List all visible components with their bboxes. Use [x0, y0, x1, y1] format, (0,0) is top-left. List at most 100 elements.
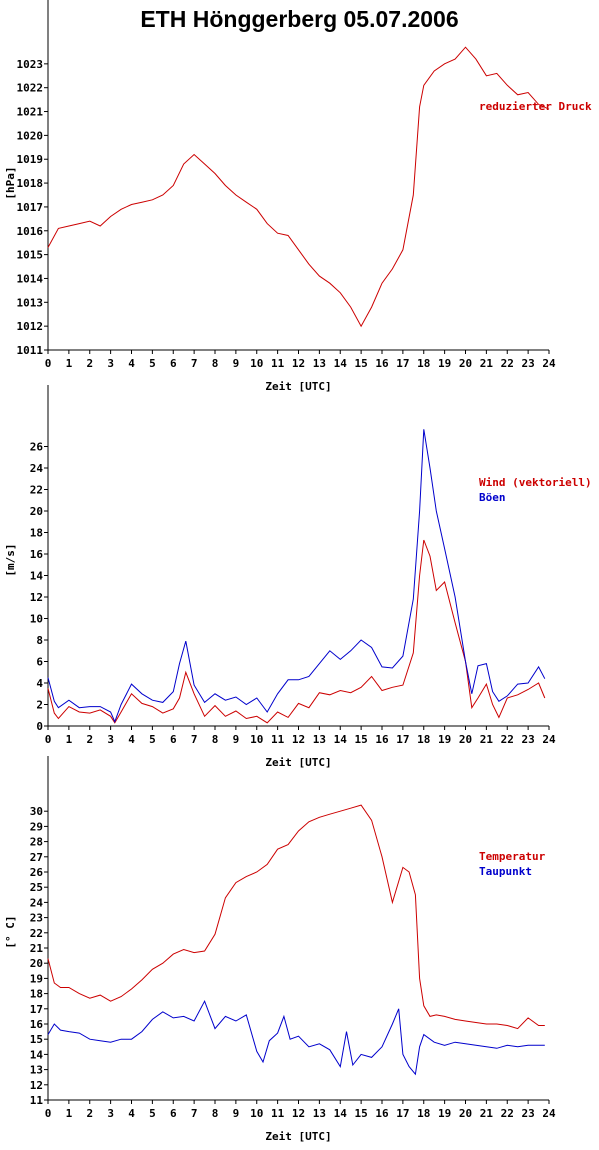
- x-tick-label: 0: [45, 357, 52, 370]
- y-tick-label: 1014: [17, 272, 44, 285]
- x-tick-label: 10: [250, 733, 263, 746]
- x-tick-label: 20: [459, 1107, 472, 1120]
- x-tick-label: 18: [417, 733, 430, 746]
- x-tick-label: 9: [233, 357, 240, 370]
- x-axis-label: Zeit [UTC]: [265, 1130, 331, 1143]
- x-tick-label: 6: [170, 1107, 177, 1120]
- x-tick-label: 4: [128, 733, 135, 746]
- y-tick-label: 1018: [17, 177, 44, 190]
- x-tick-label: 15: [355, 357, 368, 370]
- x-tick-label: 1: [66, 357, 73, 370]
- x-tick-label: 5: [149, 733, 156, 746]
- y-tick-label: 26: [30, 866, 44, 879]
- x-tick-label: 8: [212, 733, 219, 746]
- y-tick-label: 16: [30, 548, 44, 561]
- y-tick-label: 11: [30, 1094, 44, 1107]
- x-axis-label: Zeit [UTC]: [265, 756, 331, 769]
- y-tick-label: 25: [30, 881, 43, 894]
- y-tick-label: 0: [36, 720, 43, 733]
- y-tick-label: 14: [30, 1048, 44, 1061]
- y-tick-label: 27: [30, 851, 43, 864]
- legend-entry-2: Taupunkt: [479, 865, 532, 878]
- x-tick-label: 5: [149, 1107, 156, 1120]
- x-tick-label: 24: [542, 1107, 556, 1120]
- series-line-2: [47, 999, 545, 1076]
- x-tick-label: 5: [149, 357, 156, 370]
- x-tick-label: 9: [233, 1107, 240, 1120]
- x-tick-label: 11: [271, 357, 285, 370]
- y-tick-label: 15: [30, 1033, 43, 1046]
- x-tick-label: 13: [313, 357, 326, 370]
- y-tick-label: 1011: [17, 344, 44, 357]
- x-tick-label: 14: [334, 1107, 348, 1120]
- y-tick-label: 22: [30, 927, 43, 940]
- y-tick-label: 21: [30, 942, 44, 955]
- y-tick-label: 16: [30, 1018, 44, 1031]
- page-title: ETH Hönggerberg 05.07.2006: [140, 6, 459, 32]
- x-tick-label: 2: [86, 1107, 93, 1120]
- x-tick-label: 12: [292, 733, 305, 746]
- x-tick-label: 17: [396, 357, 409, 370]
- x-tick-label: 24: [542, 733, 556, 746]
- x-tick-label: 0: [45, 733, 52, 746]
- y-tick-label: 1019: [17, 153, 44, 166]
- x-tick-label: 11: [271, 1107, 285, 1120]
- y-tick-label: 1017: [17, 201, 44, 214]
- y-tick-label: 18: [30, 527, 43, 540]
- x-tick-label: 1: [66, 733, 73, 746]
- y-tick-label: 1016: [17, 225, 44, 238]
- x-tick-label: 0: [45, 1107, 52, 1120]
- y-tick-label: 23: [30, 912, 43, 925]
- x-tick-label: 20: [459, 357, 472, 370]
- x-tick-label: 16: [375, 1107, 389, 1120]
- x-tick-label: 7: [191, 357, 198, 370]
- x-tick-label: 1: [66, 1107, 73, 1120]
- series-line-2: [47, 429, 546, 724]
- x-tick-label: 11: [271, 733, 285, 746]
- y-tick-label: 19: [30, 972, 43, 985]
- chart-2: 0 1 2 3 4 5 6 7 8 9 10 11 12 13 14 15 16 17 18 19 20 21 22 23 24…: [4, 385, 592, 769]
- x-tick-label: 17: [396, 1107, 409, 1120]
- y-tick-label: 20: [30, 957, 43, 970]
- x-tick-label: 21: [480, 1107, 494, 1120]
- x-tick-label: 18: [417, 1107, 430, 1120]
- x-tick-label: 4: [128, 357, 135, 370]
- x-tick-label: 8: [212, 357, 219, 370]
- x-tick-label: 19: [438, 1107, 451, 1120]
- y-tick-label: 30: [30, 805, 43, 818]
- x-tick-label: 13: [313, 1107, 326, 1120]
- series-line-1: [47, 46, 550, 328]
- x-tick-label: 9: [233, 733, 240, 746]
- y-tick-label: 1013: [17, 296, 44, 309]
- y-axis-label: [m/s]: [4, 543, 17, 576]
- y-tick-label: 1022: [17, 82, 44, 95]
- x-tick-label: 2: [86, 733, 93, 746]
- x-tick-label: 23: [522, 733, 535, 746]
- x-tick-label: 22: [501, 357, 514, 370]
- y-tick-label: 18: [30, 988, 43, 1001]
- x-tick-label: 21: [480, 733, 494, 746]
- x-tick-label: 15: [355, 1107, 368, 1120]
- x-tick-label: 15: [355, 733, 368, 746]
- y-tick-label: 2: [36, 699, 43, 712]
- x-tick-label: 20: [459, 733, 472, 746]
- chart-1: 0 1 2 3 4 5 6 7 8 9 10 11 12 13 14 15 16 17 18 19 20 21 22 23 24…: [4, 0, 592, 393]
- x-tick-label: 23: [522, 1107, 535, 1120]
- series-line-1: [47, 804, 545, 1030]
- x-tick-label: 17: [396, 733, 409, 746]
- x-tick-label: 12: [292, 357, 305, 370]
- y-tick-label: 1021: [17, 106, 44, 119]
- y-tick-label: 1015: [17, 249, 44, 262]
- legend-entry-2: Böen: [479, 491, 506, 504]
- x-tick-label: 2: [86, 357, 93, 370]
- x-tick-label: 22: [501, 1107, 514, 1120]
- y-tick-label: 1020: [17, 129, 44, 142]
- y-tick-label: 12: [30, 591, 43, 604]
- y-tick-label: 22: [30, 484, 43, 497]
- y-tick-label: 17: [30, 1003, 43, 1016]
- x-tick-label: 6: [170, 733, 177, 746]
- y-tick-label: 24: [30, 896, 44, 909]
- x-tick-label: 24: [542, 357, 556, 370]
- x-tick-label: 19: [438, 357, 451, 370]
